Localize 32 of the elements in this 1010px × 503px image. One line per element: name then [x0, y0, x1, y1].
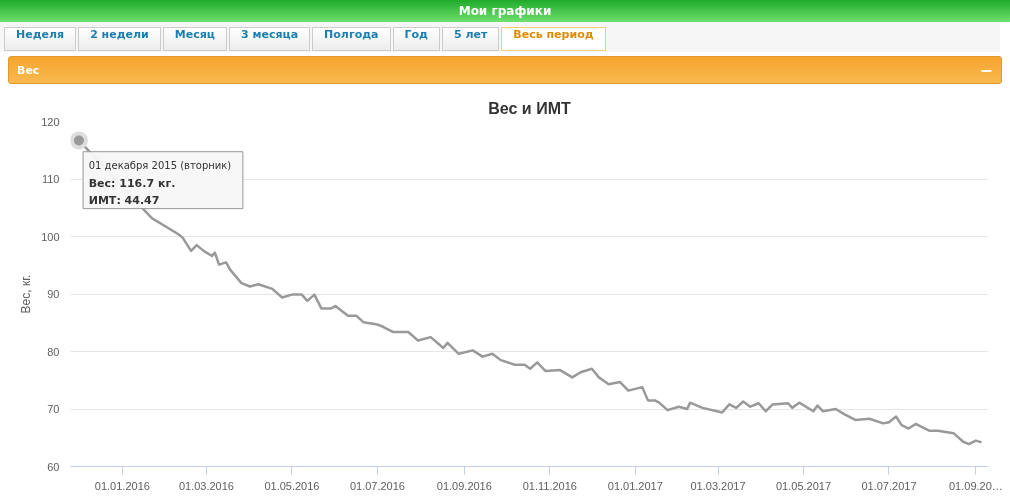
x-tick-label: 01.03.2016	[178, 479, 234, 492]
y-tick-label: 120	[41, 115, 60, 128]
text: Мои графики	[0, 0, 1010, 22]
text: Весь период	[501, 27, 606, 51]
x-tick-label: 01.09.20…	[948, 479, 1003, 492]
y-tick-label: 60	[47, 460, 60, 473]
text: 3 месяца	[228, 27, 311, 51]
annotation: 01 декабря 2015 (вторник) Вес: 116.7 кг. ИМТ: 44.47	[88, 160, 232, 207]
y-tick-label: 80	[47, 345, 60, 358]
text: Год	[392, 27, 440, 51]
y-axis-title: Вес, кг.	[19, 274, 34, 314]
text: Вес	[17, 63, 40, 79]
text: −	[979, 60, 993, 82]
y-tick-label: 90	[47, 288, 60, 300]
x-tick-label: 01.09.2016	[436, 479, 492, 492]
chart-title: Вес и ИМТ	[488, 99, 571, 117]
x-tick-label: 01.05.2017	[775, 479, 832, 492]
text: 5 лет	[441, 27, 500, 51]
text: Неделя	[4, 27, 77, 51]
x-tick-label: 01.07.2017	[861, 479, 917, 492]
text: Месяц	[162, 27, 227, 51]
x-tick-label: 01.05.2016	[264, 479, 320, 492]
x-tick-label: 01.07.2016	[349, 479, 405, 492]
text: Полгода	[312, 27, 391, 51]
x-tick-label: 01.11.2016	[522, 479, 577, 492]
x-tick-label: 01.01.2017	[607, 479, 663, 492]
text: 2 недели	[78, 27, 161, 51]
x-tick-label: 01.03.2017	[690, 479, 746, 492]
y-tick-label: 110	[41, 173, 60, 185]
y-tick-label: 100	[41, 230, 60, 243]
y-tick-label: 70	[47, 403, 60, 415]
x-tick-label: 01.01.2016	[94, 479, 150, 492]
